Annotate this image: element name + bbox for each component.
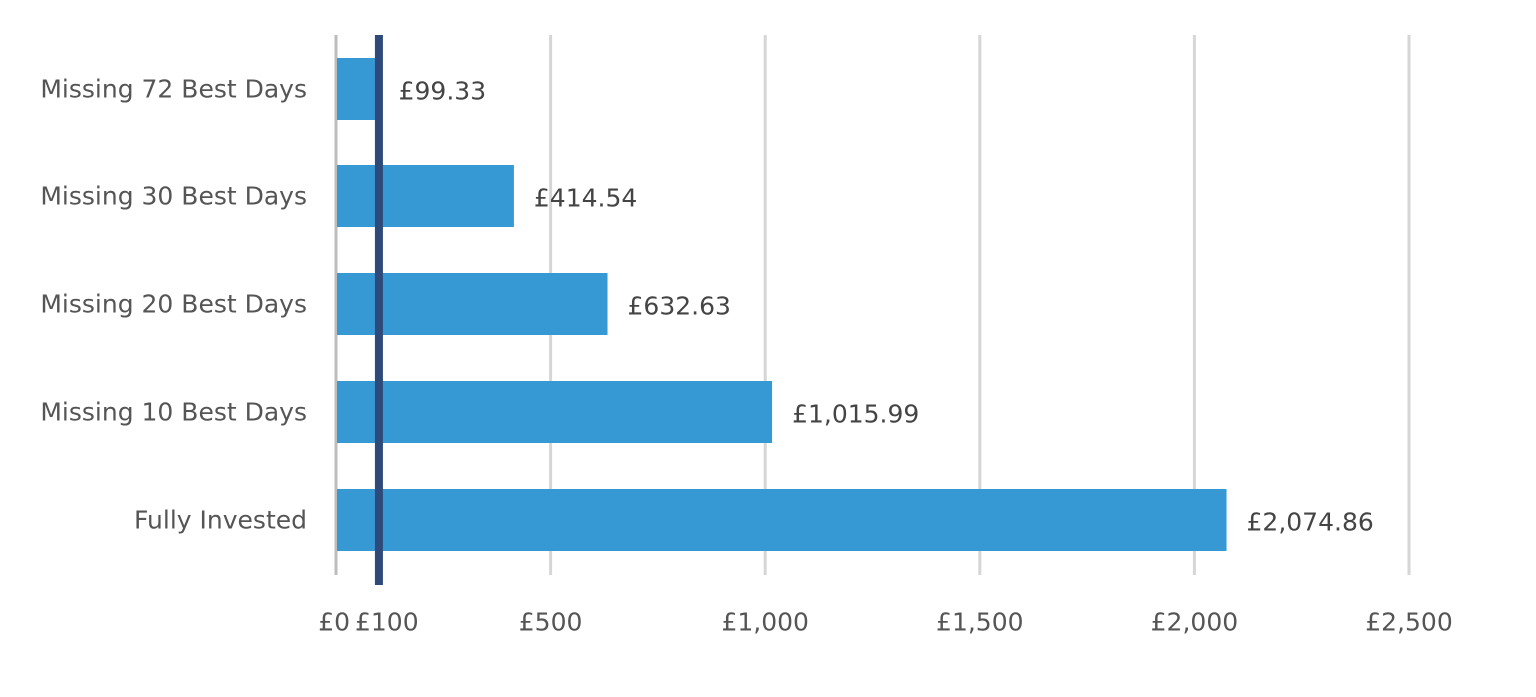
category-label: Missing 10 Best Days xyxy=(40,398,307,427)
data-label: £414.54 xyxy=(534,184,637,213)
gridlines xyxy=(549,35,1411,575)
x-tick-label: £100 xyxy=(355,608,419,637)
x-tick-label: £500 xyxy=(519,608,583,637)
data-label: £1,015.99 xyxy=(792,400,919,429)
bar xyxy=(337,165,514,227)
x-tick-label: £2,500 xyxy=(1365,608,1452,637)
x-tick-label: £0 xyxy=(318,608,350,637)
category-label: Missing 72 Best Days xyxy=(40,75,307,104)
x-tick-label: £1,500 xyxy=(936,608,1023,637)
data-label: £99.33 xyxy=(399,77,486,106)
data-label: £2,074.86 xyxy=(1247,508,1374,537)
bar xyxy=(337,58,379,120)
category-label: Missing 20 Best Days xyxy=(40,290,307,319)
bars xyxy=(337,58,1227,551)
category-label: Fully Invested xyxy=(134,506,307,535)
data-label: £632.63 xyxy=(628,292,731,321)
category-labels: Missing 72 Best Days Missing 30 Best Days… xyxy=(40,75,307,535)
x-tick-label: £1,000 xyxy=(721,608,808,637)
x-tick-labels: £0 £100 £500 £1,000 £1,500 £2,000 £2,500 xyxy=(318,608,1453,637)
bar xyxy=(337,489,1227,551)
x-tick-label: £2,000 xyxy=(1151,608,1238,637)
data-labels: £99.33 £414.54 £632.63 £1,015.99 £2,074.86 xyxy=(399,77,1374,537)
bar xyxy=(337,381,773,443)
category-label: Missing 30 Best Days xyxy=(40,182,307,211)
